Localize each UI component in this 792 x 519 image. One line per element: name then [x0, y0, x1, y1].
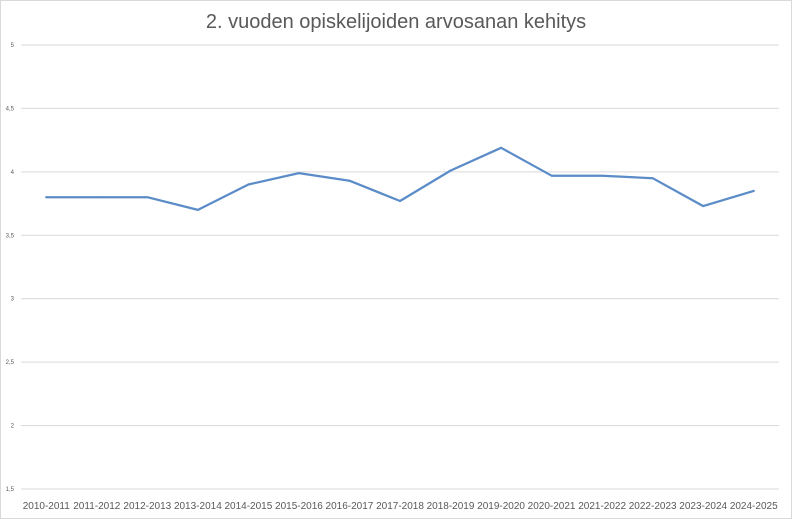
- x-tick-label: 2021-2022: [578, 501, 626, 512]
- x-tick-label: 2011-2012: [73, 501, 121, 512]
- y-tick-label: 2: [11, 424, 15, 430]
- data-point: [95, 196, 98, 199]
- x-tick-label: 2024-2025: [730, 501, 778, 512]
- x-tick-label: 2013-2014: [174, 501, 222, 512]
- data-point: [45, 196, 48, 199]
- data-point: [247, 183, 250, 186]
- x-tick-label: 2018-2019: [427, 501, 475, 512]
- data-point: [601, 174, 604, 177]
- data-point: [550, 174, 553, 177]
- data-point: [651, 177, 654, 180]
- y-tick-label: 1,5: [6, 487, 15, 493]
- x-axis-ticks: 2010-2011 2011-2012 2012-2013 2013-2014 2014…: [23, 501, 778, 512]
- data-point: [752, 189, 755, 192]
- x-tick-label: 2023-2024: [679, 501, 727, 512]
- x-tick-label: 2016-2017: [326, 501, 374, 512]
- data-point: [399, 200, 401, 202]
- x-tick-label: 2022-2023: [629, 501, 677, 512]
- gridlines: [21, 44, 779, 490]
- data-point: [449, 169, 452, 172]
- x-tick-label: 2015-2016: [275, 501, 323, 512]
- y-tick-label: 2,5: [6, 360, 15, 366]
- y-axis-ticks: 1,5 2 2,5 3 3,5 4 4,5 5: [6, 43, 15, 493]
- data-point: [196, 209, 199, 211]
- series-layer: [45, 146, 755, 212]
- data-point: [702, 205, 705, 208]
- x-tick-label: 2014-2015: [224, 501, 272, 512]
- data-point: [146, 196, 149, 199]
- x-tick-label: 2010-2011: [23, 501, 71, 512]
- y-tick-label: 5: [11, 43, 15, 49]
- data-point: [298, 172, 300, 175]
- y-tick-label: 4: [11, 170, 15, 176]
- x-tick-label: 2017-2018: [376, 501, 424, 512]
- x-tick-label: 2020-2021: [528, 501, 576, 512]
- chart-title: 2. vuoden opiskelijoiden arvosanan kehit…: [205, 11, 587, 33]
- y-tick-label: 4,5: [6, 106, 15, 112]
- y-tick-label: 3,5: [6, 233, 15, 239]
- x-tick-label: 2019-2020: [477, 501, 525, 512]
- x-tick-label: 2012-2013: [123, 501, 171, 512]
- y-tick-label: 3: [11, 297, 15, 303]
- data-point: [500, 146, 502, 149]
- data-point: [348, 179, 351, 182]
